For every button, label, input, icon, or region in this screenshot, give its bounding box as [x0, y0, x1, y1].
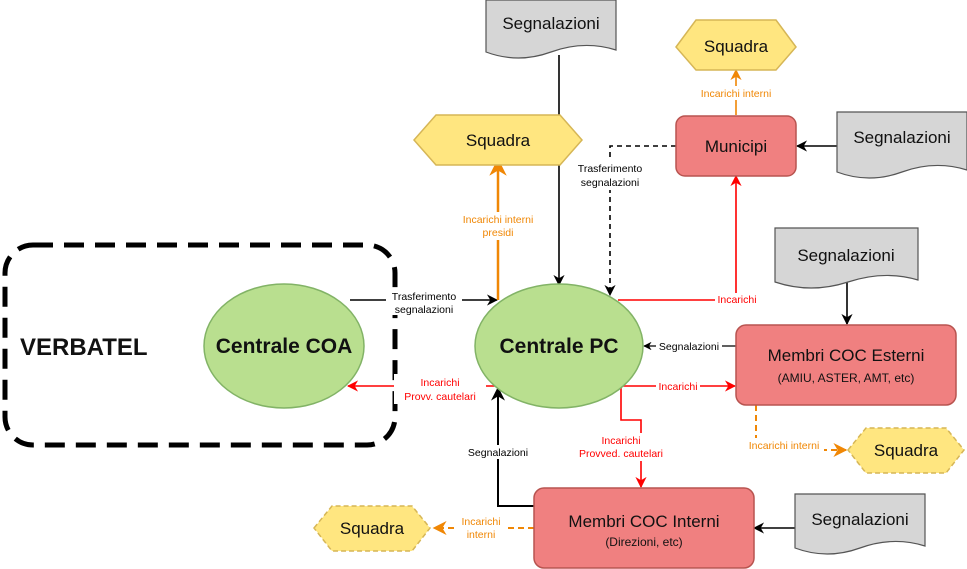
edge-label: Incarichi interni: [749, 440, 820, 452]
edge-label: Provv. cautelari: [404, 391, 476, 403]
doc-segnalazioni-esterni[interactable]: Segnalazioni: [774, 227, 919, 289]
node-label: Squadra: [704, 37, 769, 56]
node-centrale-pc[interactable]: Centrale PC: [474, 283, 644, 409]
node-label: Squadra: [466, 131, 531, 150]
node-squadra-esterni[interactable]: Squadra: [847, 427, 965, 474]
edge-esterni-to-pc: Segnalazioni: [643, 339, 736, 353]
edge-pc-to-esterni: Incarichi: [618, 379, 737, 393]
edge-label: Segnalazioni: [468, 447, 528, 459]
edge-municipi-to-pc: Trasferimento segnalazioni: [570, 145, 676, 297]
edge-label: presidi: [483, 227, 514, 239]
edge-interni-to-squadra: Incarichi interni: [432, 514, 534, 542]
verbatel-group: VERBATEL: [2, 242, 398, 448]
edge-label: Incarichi: [461, 516, 500, 528]
node-subtitle: (AMIU, ASTER, AMT, etc): [778, 371, 915, 385]
node-municipi[interactable]: Municipi: [675, 115, 797, 177]
doc-label: Segnalazioni: [797, 246, 894, 265]
edge-municipi-to-squadra: Incarichi interni: [695, 68, 777, 115]
edge-pc-to-municipi: Incarichi: [618, 174, 759, 306]
edge-label: Incarichi: [717, 294, 756, 306]
node-squadra-interni[interactable]: Squadra: [313, 505, 431, 552]
edge-coa-to-pc: Trasferimento segnalazioni: [350, 289, 499, 316]
verbatel-label: VERBATEL: [20, 334, 148, 361]
node-label: Centrale PC: [499, 335, 618, 358]
edge-label: segnalazioni: [581, 177, 639, 189]
node-subtitle: (Direzioni, etc): [605, 535, 682, 549]
doc-segnalazioni-municipi[interactable]: Segnalazioni: [836, 111, 967, 179]
node-label: Municipi: [705, 137, 767, 156]
edge-pc-to-interni: Incarichi Provved. cautelari: [572, 386, 672, 489]
edge-esterni-to-squadra: Incarichi interni: [744, 405, 848, 457]
edge-label: Incarichi: [658, 381, 697, 393]
doc-label: Segnalazioni: [811, 510, 908, 529]
node-title: Membri COC Esterni: [768, 346, 925, 365]
node-squadra-municipi[interactable]: Squadra: [675, 19, 797, 71]
node-coc-interni[interactable]: Membri COC Interni (Direzioni, etc): [533, 487, 755, 569]
node-label: Squadra: [340, 519, 405, 538]
edge-label: Incarichi interni: [463, 214, 534, 226]
edge-label: Provved. cautelari: [579, 448, 663, 460]
doc-segnalazioni-top[interactable]: Segnalazioni: [485, 0, 617, 59]
node-label: Centrale COA: [216, 335, 353, 358]
edge-interni-to-pc: Segnalazioni: [462, 386, 534, 507]
edge-label: Trasferimento: [392, 291, 457, 303]
edge-label: Segnalazioni: [659, 341, 719, 353]
edge-label: Incarichi: [420, 377, 459, 389]
doc-segnalazioni-interni[interactable]: Segnalazioni: [794, 493, 926, 555]
edge-label: Trasferimento: [578, 163, 643, 175]
node-coc-esterni[interactable]: Membri COC Esterni (AMIU, ASTER, AMT, et…: [735, 324, 957, 406]
edge-pc-to-squadra: Incarichi interni presidi: [448, 158, 548, 300]
node-title: Membri COC Interni: [568, 512, 719, 531]
edge-label: interni: [467, 529, 496, 541]
edge-pc-to-coa: Incarichi Provv. cautelari: [346, 374, 498, 404]
edge-label: Incarichi: [601, 435, 640, 447]
edge-label: Incarichi interni: [701, 88, 772, 100]
node-squadra-pc[interactable]: Squadra: [413, 114, 583, 166]
doc-label: Segnalazioni: [853, 128, 950, 147]
node-label: Squadra: [874, 441, 939, 460]
doc-label: Segnalazioni: [502, 14, 599, 33]
node-centrale-coa[interactable]: Centrale COA: [203, 283, 365, 409]
edge-label: segnalazioni: [395, 304, 453, 316]
